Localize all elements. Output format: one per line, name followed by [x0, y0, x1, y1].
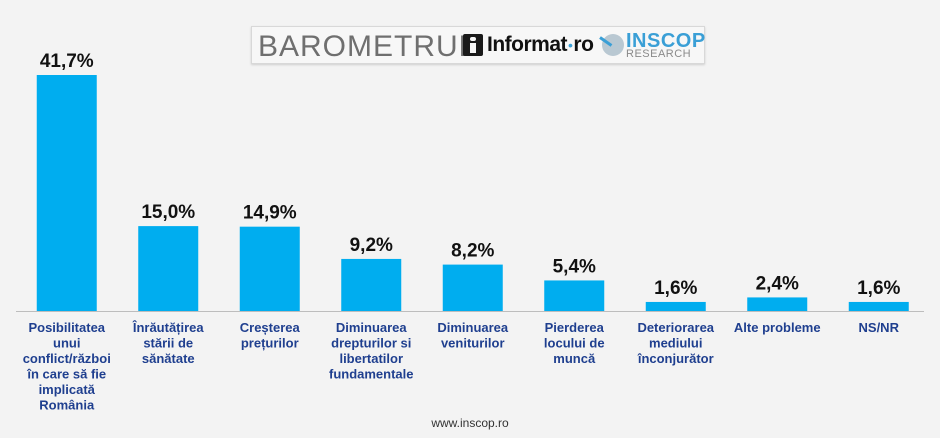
footer-url: www.inscop.ro: [431, 416, 509, 430]
data-label: 9,2%: [350, 235, 393, 256]
data-label: 15,0%: [141, 202, 195, 223]
category-label: Alte probleme: [734, 320, 821, 335]
data-label: 8,2%: [451, 241, 494, 262]
data-label: 5,4%: [553, 256, 596, 277]
bar: [645, 301, 706, 311]
data-label: 2,4%: [756, 273, 799, 294]
inscop-logo-name: INSCOP: [626, 30, 706, 52]
bar: [544, 280, 605, 311]
bar: [239, 226, 300, 311]
informat-dot-icon: •: [568, 37, 573, 53]
inscop-logo-sub: RESEARCH: [626, 48, 692, 60]
category-label: NS/NR: [859, 320, 900, 335]
informat-icon: [463, 34, 483, 56]
bar: [442, 264, 503, 311]
header-logo-box: BAROMETRUL Informat • ro INSCOP RESEARCH: [251, 26, 705, 64]
bar: [36, 75, 97, 311]
inscop-circle-icon: [602, 34, 624, 56]
category-label: Posibilitatea unui conflict/război în care …: [23, 320, 111, 413]
category-label: Diminuarea veniturilor: [437, 320, 509, 351]
category-label: Creșterea prețurilor: [240, 320, 301, 351]
data-label: 41,7%: [40, 51, 94, 72]
informat-logo: Informat • ro: [463, 33, 594, 56]
category-label: Pierderea locului de muncă: [544, 320, 605, 366]
data-label: 1,6%: [654, 278, 697, 299]
bar: [138, 226, 199, 311]
data-label: 14,9%: [243, 203, 297, 224]
bar: [747, 297, 808, 311]
informat-logo-suffix: ro: [573, 33, 594, 56]
category-label: Înrăutățirea stării de sănătate: [132, 320, 205, 366]
category-label: Diminuarea drepturilor si libertatilor fund…: [329, 320, 414, 382]
category-label: Deteriorarea mediului înconjurător: [637, 320, 715, 366]
data-label: 1,6%: [857, 278, 900, 299]
bar: [341, 258, 402, 311]
informat-logo-text: Informat: [487, 33, 568, 56]
bar: [848, 301, 909, 311]
inscop-logo: INSCOP RESEARCH: [596, 29, 705, 61]
barometrul-title: BAROMETRUL: [258, 30, 477, 63]
